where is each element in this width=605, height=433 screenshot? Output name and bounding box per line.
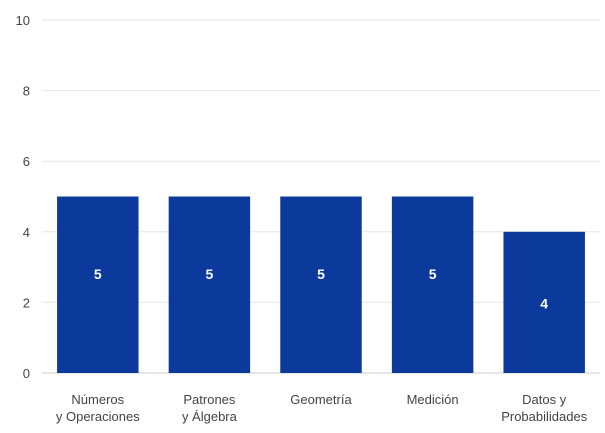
x-category-label-line: Patrones	[183, 392, 236, 407]
bar	[503, 231, 585, 373]
bar	[168, 196, 251, 373]
x-axis-category-labels: Números y Operaciones Patrones y Álgebra Geo…	[56, 392, 588, 424]
x-category-label-line: y Álgebra	[182, 409, 238, 424]
x-category-label-line: Números	[71, 392, 124, 407]
bars	[57, 196, 585, 373]
bar	[391, 196, 474, 373]
data-labels: 5 5 5 5 4	[94, 266, 548, 312]
x-category-label: Datos y Probabilidades	[501, 392, 588, 424]
x-category-label: Geometría	[290, 392, 352, 407]
bar-value-label: 5	[94, 266, 102, 282]
x-category-label-line: Datos y	[522, 392, 567, 407]
y-axis-ticks: 0 2 4 6 8 10	[16, 13, 30, 381]
x-category-label-line: y Operaciones	[56, 409, 140, 424]
x-category-label-line: Medición	[407, 392, 459, 407]
y-tick-label: 4	[23, 225, 30, 240]
y-tick-label: 2	[23, 295, 30, 310]
bar-value-label: 5	[317, 266, 325, 282]
y-tick-label: 10	[16, 13, 30, 28]
bar-value-label: 4	[540, 295, 548, 311]
y-tick-label: 8	[23, 84, 30, 99]
bar	[57, 196, 139, 373]
x-category-label: Números y Operaciones	[56, 392, 140, 424]
x-category-label-line: Probabilidades	[501, 409, 588, 424]
x-category-label-line: Geometría	[290, 392, 352, 407]
y-tick-label: 6	[23, 154, 30, 169]
x-category-label: Patrones y Álgebra	[182, 392, 238, 424]
bar-value-label: 5	[429, 266, 437, 282]
bar	[280, 196, 362, 373]
y-tick-label: 0	[23, 366, 30, 381]
x-category-label: Medición	[407, 392, 459, 407]
bar-value-label: 5	[206, 266, 214, 282]
